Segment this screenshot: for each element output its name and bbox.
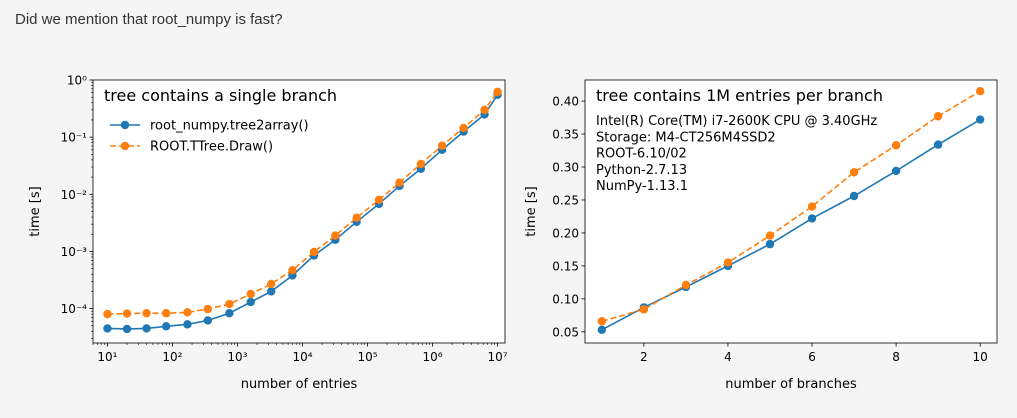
- data-point-1: [493, 87, 502, 97]
- data-point-1: [103, 309, 112, 319]
- x-tick-label: 10⁷: [488, 350, 508, 364]
- chart-single-branch: 10¹ 10² 10³ 10⁴ 10⁵ 10⁶ 10⁷ 10⁻⁴ 10⁻³ 10⁻² 10⁻¹ 10⁰…: [28, 74, 508, 393]
- data-point-0: [975, 115, 985, 124]
- data-point-1: [597, 317, 607, 326]
- data-point-1: [395, 178, 404, 187]
- plot-area: [93, 80, 505, 343]
- y-tick-label: 0.40: [552, 95, 579, 109]
- data-point-1: [225, 299, 234, 309]
- data-point-1: [891, 141, 901, 150]
- data-point-0: [597, 325, 607, 335]
- data-point-0: [266, 287, 276, 296]
- x-tick-label: 10⁵: [357, 350, 377, 364]
- data-point-0: [203, 316, 213, 325]
- data-point-1: [459, 123, 468, 133]
- x-tick-label: 10³: [227, 350, 247, 364]
- y-tick-label: 10⁰: [67, 74, 87, 88]
- y-tick-label: 10⁻¹: [61, 131, 88, 145]
- data-point-1: [246, 289, 255, 299]
- x-axis-label: number of branches: [725, 377, 857, 392]
- y-tick-label: 0.30: [552, 161, 579, 175]
- legend-label: ROOT.TTree.Draw(): [150, 140, 273, 155]
- data-point-0: [849, 191, 859, 201]
- data-point-1: [765, 231, 775, 240]
- annotation-line: NumPy-1.13.1: [596, 179, 688, 194]
- y-tick-label: 10⁻⁴: [61, 302, 88, 316]
- x-tick-label: 10⁴: [292, 350, 312, 364]
- series-line-1: [107, 91, 499, 315]
- data-point-0: [142, 324, 151, 333]
- data-point-0: [161, 322, 171, 331]
- annotation-line: Intel(R) Core(TM) i7-2600K CPU @ 3.40GHz: [596, 114, 877, 129]
- x-tick-label: 10: [973, 350, 988, 364]
- y-axis-label: time [s]: [524, 186, 539, 236]
- annotation-line: Python-2.7.13: [596, 163, 687, 178]
- x-tick-label: 6: [808, 350, 816, 364]
- y-axis-label: time [s]: [28, 186, 43, 236]
- data-point-1: [142, 309, 151, 318]
- data-point-1: [639, 305, 649, 314]
- data-point-1: [331, 231, 340, 240]
- data-point-1: [309, 247, 319, 257]
- x-tick-label: 10⁶: [423, 350, 443, 364]
- y-tick-label: 0.20: [552, 226, 579, 240]
- chart-branches: 2 4 6 8 10 0.05 0.10 0.15 0.20 0.25 0.30 0.35 0.40 nu…: [524, 79, 998, 392]
- data-point-0: [933, 140, 943, 149]
- x-tick-label: 2: [640, 350, 648, 364]
- annotation-line: ROOT-6.10/02: [596, 147, 687, 162]
- x-tick-label: 8: [892, 350, 900, 364]
- data-point-1: [849, 168, 859, 177]
- legend-marker: [120, 120, 130, 130]
- plot-frame: [584, 79, 998, 344]
- data-point-1: [352, 213, 361, 222]
- data-point-0: [891, 166, 901, 176]
- data-point-1: [933, 112, 943, 121]
- x-tick-label: 10²: [162, 350, 182, 364]
- data-point-1: [374, 195, 384, 205]
- legend-marker: [120, 141, 130, 151]
- data-point-1: [183, 308, 192, 317]
- legend-label: root_numpy.tree2array(): [150, 119, 309, 134]
- data-point-1: [681, 280, 691, 290]
- data-point-1: [723, 258, 733, 267]
- y-tick-label: 10⁻²: [61, 188, 88, 202]
- data-point-1: [122, 309, 132, 318]
- data-point-0: [246, 297, 255, 307]
- y-tick-label: 0.05: [552, 325, 579, 339]
- data-point-1: [288, 265, 297, 275]
- x-tick-label: 10¹: [97, 350, 117, 364]
- page-heading: Did we mention that root_numpy is fast?: [15, 11, 283, 28]
- x-tick-label: 4: [724, 350, 732, 364]
- data-point-0: [183, 320, 192, 329]
- data-point-0: [225, 309, 234, 318]
- y-tick-label: 0.25: [552, 193, 579, 207]
- data-point-1: [266, 279, 276, 289]
- data-point-1: [161, 309, 171, 318]
- chart-title: tree contains a single branch: [104, 86, 337, 105]
- y-tick-label: 10⁻³: [61, 245, 88, 259]
- plot-frame: [92, 79, 506, 344]
- annotation-line: Storage: M4-CT256M4SSD2: [596, 130, 776, 145]
- y-tick-label: 0.10: [552, 292, 579, 306]
- y-tick-label: 0.15: [552, 259, 579, 273]
- data-point-0: [807, 214, 817, 223]
- data-point-1: [437, 141, 447, 150]
- data-point-1: [807, 202, 817, 211]
- data-point-1: [975, 87, 985, 96]
- data-point-0: [765, 239, 775, 249]
- data-point-1: [203, 304, 213, 314]
- series-line-1: [601, 90, 981, 323]
- chart-title: tree contains 1M entries per branch: [596, 86, 883, 105]
- x-axis-label: number of entries: [241, 377, 358, 392]
- data-point-0: [103, 324, 112, 333]
- data-point-0: [122, 324, 132, 334]
- data-point-1: [416, 159, 426, 169]
- y-tick-label: 0.35: [552, 128, 579, 142]
- data-point-1: [480, 105, 489, 115]
